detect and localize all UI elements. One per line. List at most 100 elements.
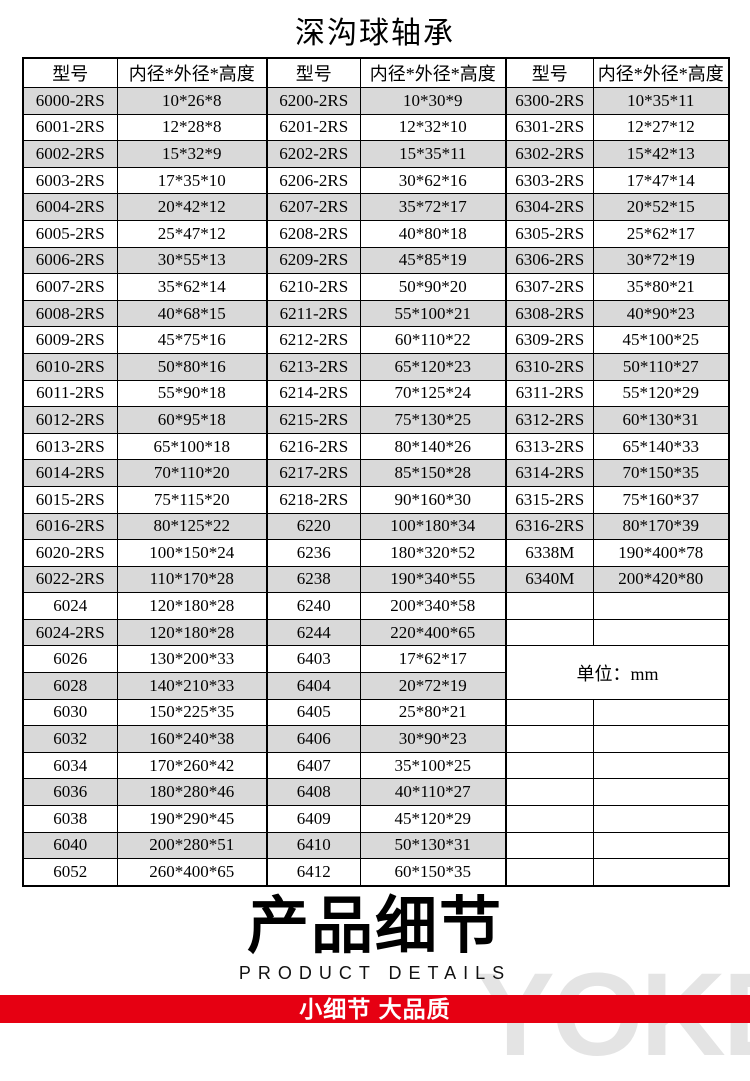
dims-cell: 80*125*22 — [116, 512, 268, 541]
model-cell: 6208-2RS — [266, 219, 361, 248]
table-row: 6007-2RS 35*62*14 6210-2RS 50*90*20 6307-2RS… — [22, 273, 730, 301]
dims-cell: 50*90*20 — [359, 273, 507, 301]
dims-cell: 30*90*23 — [359, 725, 507, 753]
dims-cell: 45*120*29 — [359, 805, 507, 833]
model-cell — [505, 698, 594, 727]
model-cell: 6011-2RS — [22, 379, 118, 408]
table-row: 6002-2RS 15*32*9 6202-2RS 15*35*11 6302-2RS 1… — [22, 140, 730, 168]
dims-cell: 55*100*21 — [359, 299, 507, 328]
model-cell: 6311-2RS — [505, 379, 594, 408]
model-cell: 6022-2RS — [22, 565, 118, 594]
model-cell: 6212-2RS — [266, 326, 361, 354]
model-cell: 6038 — [22, 805, 118, 833]
model-cell: 6202-2RS — [266, 140, 361, 168]
model-cell: 6308-2RS — [505, 299, 594, 328]
dims-cell: 75*130*25 — [359, 406, 507, 434]
table-row: 6013-2RS 65*100*18 6216-2RS 80*140*26 6313-2… — [22, 432, 730, 461]
dims-cell: 35*62*14 — [116, 273, 268, 301]
dims-cell: 220*400*65 — [359, 618, 507, 647]
model-cell: 6220 — [266, 512, 361, 541]
model-cell: 6040 — [22, 831, 118, 860]
dims-cell: 55*120*29 — [592, 379, 730, 408]
dims-cell: 160*240*38 — [116, 725, 268, 753]
dims-cell: 15*32*9 — [116, 140, 268, 168]
model-cell: 6314-2RS — [505, 459, 594, 487]
model-cell: 6306-2RS — [505, 246, 594, 275]
dims-cell: 110*170*28 — [116, 565, 268, 594]
table-row: 6026 130*200*33 6403 17*62*17 单位：mm — [22, 645, 730, 700]
model-cell: 6026 — [22, 645, 118, 674]
dims-cell: 30*55*13 — [116, 246, 268, 275]
dims-cell: 40*68*15 — [116, 299, 268, 328]
dims-cell: 15*42*13 — [592, 140, 730, 168]
dims-cell: 90*160*30 — [359, 485, 507, 514]
model-cell: 6030 — [22, 698, 118, 727]
dims-cell: 180*280*46 — [116, 778, 268, 807]
dims-cell: 80*170*39 — [592, 512, 730, 541]
header-model-3: 型号 — [505, 57, 594, 88]
bearing-spec-table: 型号 内径*外径*高度 型号 内径*外径*高度 型号 内径*外径*高度 6000… — [22, 57, 730, 887]
dims-cell: 190*400*78 — [592, 539, 730, 567]
dims-cell: 60*95*18 — [116, 406, 268, 434]
model-cell: 6010-2RS — [22, 352, 118, 381]
model-cell: 6403 — [266, 645, 361, 674]
model-cell: 6340M — [505, 565, 594, 594]
model-cell: 6410 — [266, 831, 361, 860]
dims-cell — [592, 805, 730, 833]
dims-cell: 10*26*8 — [116, 87, 268, 115]
table-header: 型号 内径*外径*高度 型号 内径*外径*高度 型号 内径*外径*高度 — [22, 57, 730, 88]
table-row: 6012-2RS 60*95*18 6215-2RS 75*130*25 6312-2R… — [22, 406, 730, 434]
model-cell: 6305-2RS — [505, 219, 594, 248]
spec-table-body: 6000-2RS 10*26*8 6200-2RS 10*30*9 6300-2RS 10… — [22, 87, 730, 887]
dims-cell: 190*340*55 — [359, 565, 507, 594]
dims-cell: 35*80*21 — [592, 273, 730, 301]
model-cell: 6007-2RS — [22, 273, 118, 301]
table-row: 6028 140*210*33 6404 20*72*19 — [22, 672, 729, 700]
dims-cell: 60*110*22 — [359, 326, 507, 354]
table-row: 6000-2RS 10*26*8 6200-2RS 10*30*9 6300-2RS 10… — [22, 87, 730, 115]
header-dims-2: 内径*外径*高度 — [359, 57, 507, 88]
dims-cell: 20*72*19 — [359, 672, 507, 700]
model-cell: 6213-2RS — [266, 352, 361, 381]
dims-cell: 50*130*31 — [359, 831, 507, 860]
dims-cell: 20*42*12 — [116, 193, 268, 221]
model-cell: 6009-2RS — [22, 326, 118, 354]
dims-cell: 12*27*12 — [592, 113, 730, 142]
table-row: 6006-2RS 30*55*13 6209-2RS 45*85*19 6306-2RS… — [22, 246, 730, 275]
dims-cell: 25*47*12 — [116, 219, 268, 248]
dims-cell: 100*150*24 — [116, 539, 268, 567]
model-cell — [505, 618, 594, 647]
table-row: 6020-2RS 100*150*24 6236 180*320*52 6338M 190… — [22, 539, 730, 567]
dims-cell: 35*72*17 — [359, 193, 507, 221]
model-cell: 6307-2RS — [505, 273, 594, 301]
table-row: 6024 120*180*28 6240 200*340*58 — [22, 592, 730, 620]
model-cell: 6005-2RS — [22, 219, 118, 248]
dims-cell — [592, 618, 730, 647]
model-cell: 6200-2RS — [266, 87, 361, 115]
dims-cell: 200*280*51 — [116, 831, 268, 860]
model-cell: 6209-2RS — [266, 246, 361, 275]
header-model-1: 型号 — [22, 57, 118, 88]
header-dims-1: 内径*外径*高度 — [116, 57, 268, 88]
model-cell: 6310-2RS — [505, 352, 594, 381]
dims-cell: 190*290*45 — [116, 805, 268, 833]
dims-cell: 70*110*20 — [116, 459, 268, 487]
model-cell: 6036 — [22, 778, 118, 807]
model-cell: 6052 — [22, 858, 118, 887]
model-cell: 6201-2RS — [266, 113, 361, 142]
dims-cell: 45*75*16 — [116, 326, 268, 354]
dims-cell: 55*90*18 — [116, 379, 268, 408]
table-row: 6004-2RS 20*42*12 6207-2RS 35*72*17 6304-2RS… — [22, 193, 730, 221]
table-row: 6003-2RS 17*35*10 6206-2RS 30*62*16 6303-2RS… — [22, 166, 730, 195]
model-cell: 6002-2RS — [22, 140, 118, 168]
table-row: 6010-2RS 50*80*16 6213-2RS 65*120*23 6310-2R… — [22, 352, 730, 381]
model-cell: 6407 — [266, 751, 361, 780]
model-cell: 6001-2RS — [22, 113, 118, 142]
page: { "page": { "title": "深沟球轴承" }, "table":… — [0, 17, 750, 1074]
product-details-heading: 产品细节 — [246, 892, 503, 961]
table-row: 6022-2RS 110*170*28 6238 190*340*55 6340M 200… — [22, 565, 730, 594]
dims-cell: 40*110*27 — [359, 778, 507, 807]
dims-cell: 65*140*33 — [592, 432, 730, 461]
model-cell: 6013-2RS — [22, 432, 118, 461]
dims-cell: 150*225*35 — [116, 698, 268, 727]
